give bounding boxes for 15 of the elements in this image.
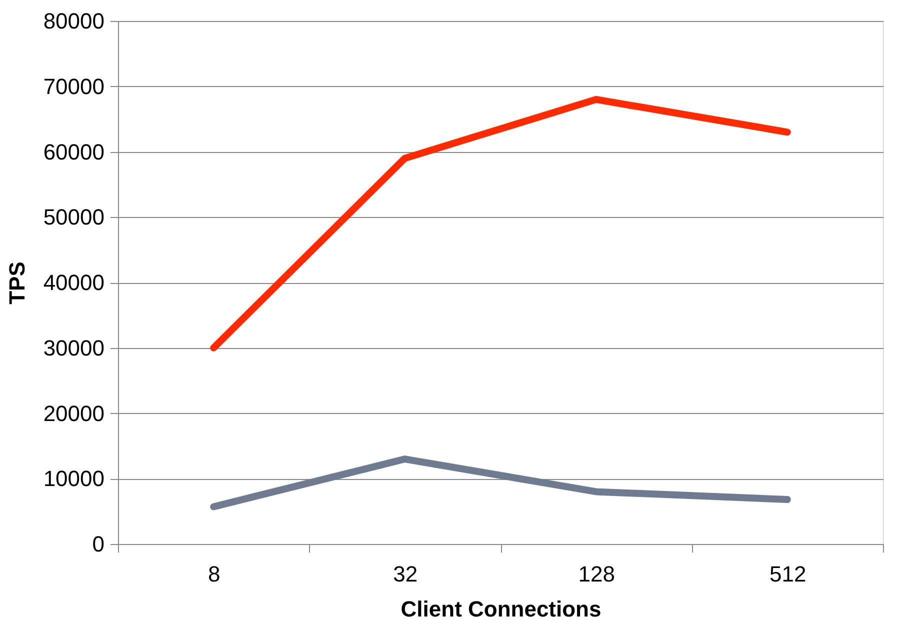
x-axis-title: Client Connections	[400, 596, 602, 622]
x-tick-label: 128	[578, 562, 615, 586]
y-tick-label: 80000	[43, 8, 104, 34]
x-tick-label: 512	[770, 562, 806, 586]
y-tick-label: 0	[92, 532, 104, 556]
x-tick-label: 32	[393, 562, 418, 586]
x-tick-label: 8	[208, 562, 220, 586]
y-tick-label: 60000	[43, 139, 104, 164]
y-tick-label: 50000	[43, 204, 104, 230]
y-tick-label: 30000	[43, 335, 104, 360]
y-tick-label: 10000	[43, 466, 104, 492]
y-axis-title: TPS	[4, 262, 30, 304]
y-tick-label: 70000	[43, 74, 104, 99]
y-tick-label: 20000	[43, 400, 104, 426]
y-tick-label: 40000	[43, 270, 104, 295]
